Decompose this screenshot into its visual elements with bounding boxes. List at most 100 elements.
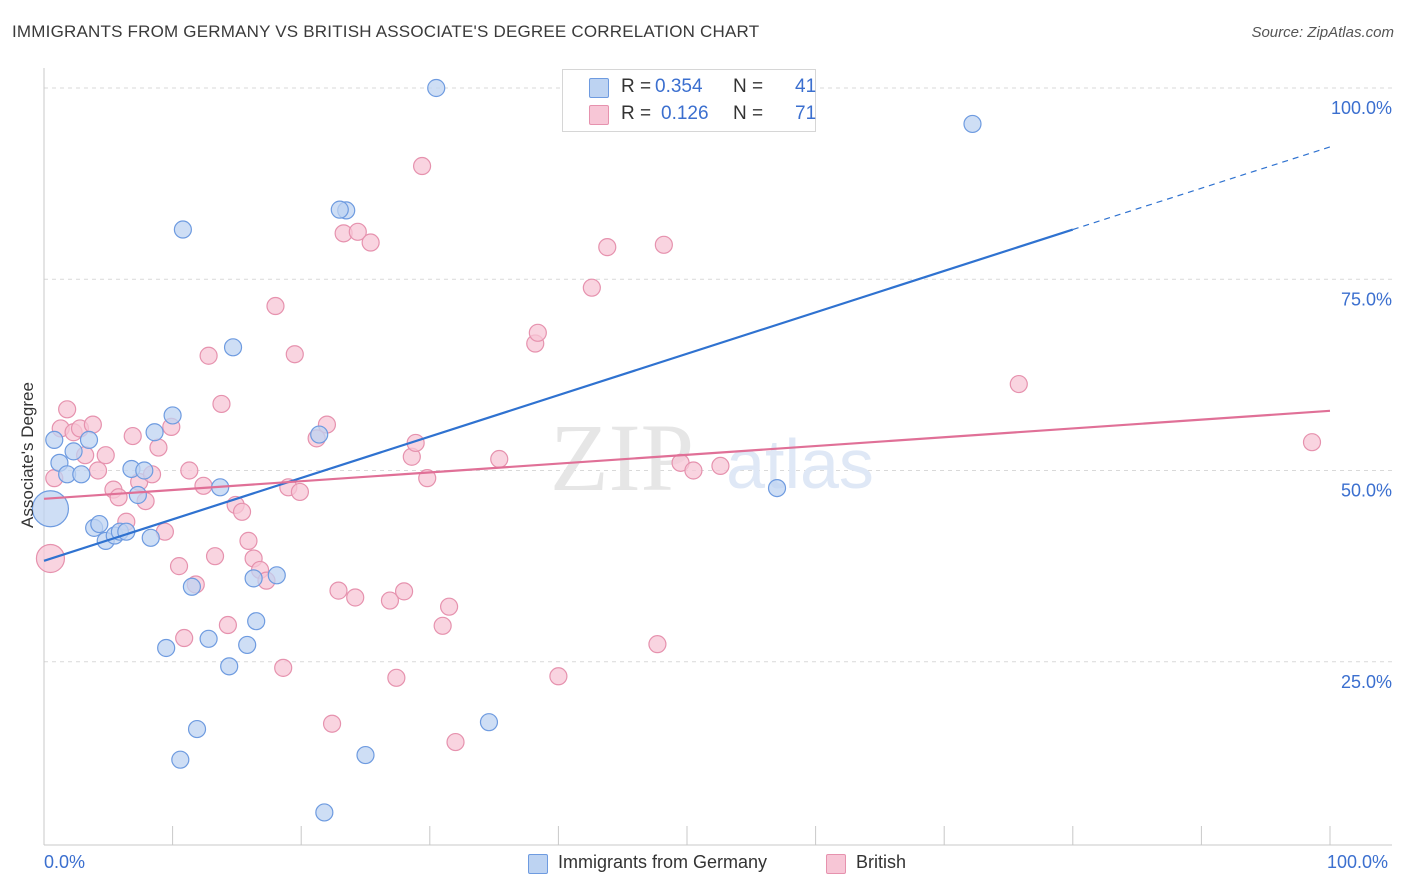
british-point	[199, 346, 218, 365]
germany-point	[767, 478, 787, 498]
legend-n-label: N =	[733, 76, 764, 97]
germany-point	[244, 569, 263, 588]
trend-lines	[43, 146, 1331, 562]
legend-r-label: R =	[621, 103, 652, 124]
british-point	[329, 581, 348, 600]
british-point	[212, 394, 231, 414]
legend-n-label: N =	[733, 103, 764, 124]
germany-point	[238, 635, 257, 655]
british-point	[169, 557, 189, 576]
legend-r-value: 0.126	[661, 103, 709, 124]
legend-swatch-blue	[589, 78, 609, 98]
british-point	[175, 628, 194, 648]
british-point	[123, 426, 142, 446]
y-tick-label: 50.0%	[1341, 481, 1392, 501]
source-credit: Source: ZipAtlas.com	[1251, 24, 1394, 41]
watermark-atlas: atlas	[726, 425, 874, 503]
british-point	[194, 476, 213, 495]
germany-trend-extension	[1072, 146, 1331, 231]
british-point	[711, 456, 730, 476]
legend-n-value: 71	[795, 103, 817, 124]
british-point	[412, 156, 432, 176]
germany-point	[64, 442, 83, 461]
british-point	[109, 488, 128, 507]
british-point	[88, 461, 108, 480]
british-point	[433, 616, 452, 635]
british-point	[490, 449, 509, 469]
germany-point	[135, 461, 154, 480]
british-point	[648, 635, 667, 654]
british-point	[232, 502, 252, 521]
y-tick-label: 25.0%	[1341, 672, 1392, 692]
y-tick-labels: 25.0% 50.0% 75.0% 100.0%	[1331, 98, 1392, 692]
british-point	[346, 588, 365, 607]
germany-points	[31, 78, 982, 822]
germany-point	[171, 750, 190, 769]
x-axis-max-label: 100.0%	[1327, 852, 1389, 872]
watermark: ZIP atlas	[550, 404, 874, 511]
british-point	[582, 278, 601, 297]
british-point	[654, 235, 673, 254]
y-axis-title: Associate's Degree	[18, 382, 37, 528]
british-point	[266, 296, 285, 316]
y-tick-label: 100.0%	[1331, 98, 1392, 118]
british-point	[684, 461, 703, 480]
british-point	[290, 482, 310, 502]
axes	[43, 68, 1392, 846]
germany-point	[45, 430, 64, 449]
british-point	[1302, 433, 1322, 452]
germany-point	[356, 745, 375, 765]
germany-point	[310, 425, 329, 444]
british-point	[598, 238, 617, 257]
germany-point	[31, 490, 70, 528]
grid-lines	[44, 87, 1392, 663]
british-trend-line	[43, 409, 1331, 500]
british-point	[1009, 374, 1028, 394]
british-point	[274, 658, 293, 677]
germany-point	[163, 406, 182, 425]
legend-n-value: 41	[795, 76, 817, 97]
british-point	[439, 597, 459, 616]
british-point	[180, 461, 199, 480]
british-point	[149, 438, 168, 457]
germany-point	[173, 220, 192, 239]
british-point	[380, 591, 400, 610]
british-point	[218, 615, 237, 635]
legend-label-germany: Immigrants from Germany	[558, 852, 768, 872]
british-point	[205, 547, 225, 566]
y-tick-label: 75.0%	[1341, 289, 1392, 309]
germany-point	[479, 713, 499, 732]
british-point	[83, 415, 102, 434]
correlation-legend: R = 0.354 N = 41 R = 0.126 N = 71	[562, 69, 816, 132]
legend-r-label: R =	[621, 76, 652, 97]
british-point	[394, 582, 414, 601]
legend-swatch-pink	[589, 105, 609, 125]
germany-point	[315, 803, 334, 822]
germany-point	[157, 638, 176, 658]
germany-point	[963, 114, 982, 134]
germany-point	[330, 200, 349, 219]
british-point	[285, 345, 304, 364]
germany-trend-line	[43, 228, 1074, 562]
british-point	[322, 714, 342, 733]
germany-point	[128, 485, 147, 505]
germany-point	[141, 528, 160, 547]
legend-swatch-blue	[528, 854, 548, 874]
germany-point	[220, 657, 239, 676]
germany-point	[79, 430, 99, 449]
legend-r-value: 0.354	[655, 76, 703, 97]
germany-point	[223, 338, 243, 357]
legend-label-british: British	[856, 852, 907, 872]
british-point	[348, 222, 367, 241]
british-point	[361, 233, 380, 252]
british-point	[549, 667, 568, 686]
germany-point	[427, 78, 446, 98]
germany-point	[247, 612, 266, 631]
germany-point	[187, 719, 207, 739]
chart-title: IMMIGRANTS FROM GERMANY VS BRITISH ASSOC…	[12, 22, 760, 41]
germany-point	[267, 566, 286, 585]
germany-point	[72, 465, 91, 484]
germany-point	[199, 629, 218, 648]
british-point	[528, 323, 547, 342]
